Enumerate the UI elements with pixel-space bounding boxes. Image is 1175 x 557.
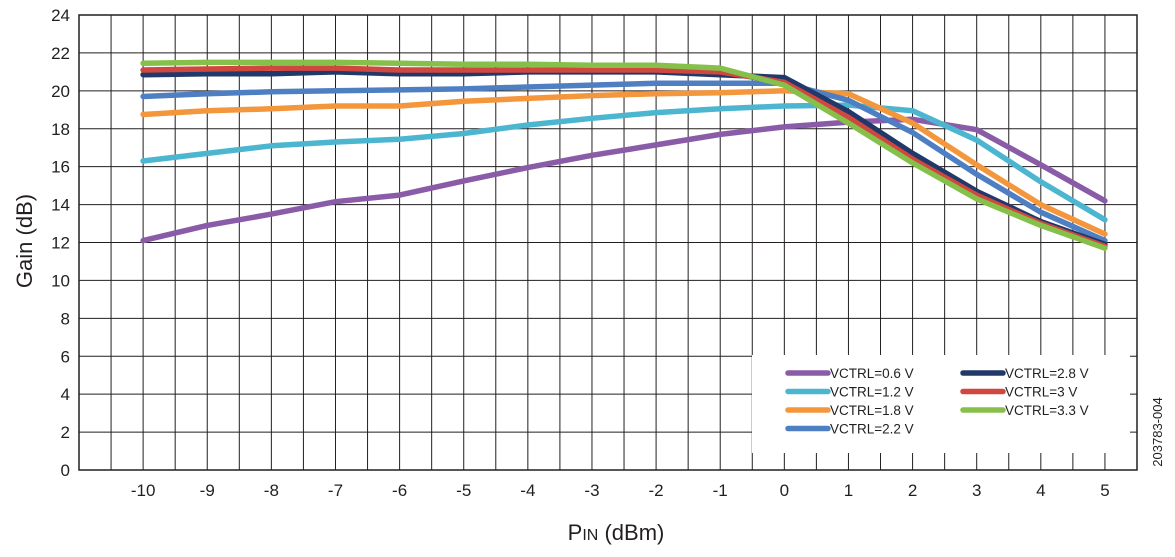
y-tick-label: 10 xyxy=(51,271,70,290)
series-line-6 xyxy=(140,59,1108,251)
x-tick-label: -7 xyxy=(328,481,343,500)
x-tick-label: 2 xyxy=(908,481,917,500)
x-tick-label: -4 xyxy=(520,481,535,500)
y-tick-label: 4 xyxy=(61,385,70,404)
x-tick-label: -1 xyxy=(713,481,728,500)
x-axis-title-unit: (dBm) xyxy=(598,520,664,545)
y-tick-label: 8 xyxy=(61,309,70,328)
y-tick-label: 16 xyxy=(51,158,70,177)
legend-label: VCTRL=3.3 V xyxy=(1005,403,1089,418)
y-tick-label: 24 xyxy=(51,6,70,25)
x-tick-label: 1 xyxy=(844,481,853,500)
y-tick-label: 18 xyxy=(51,120,70,139)
y-tick-label: 6 xyxy=(61,347,70,366)
x-tick-label: 4 xyxy=(1036,481,1045,500)
x-tick-label: -3 xyxy=(584,481,599,500)
y-tick-label: 0 xyxy=(61,461,70,480)
legend-label: VCTRL=1.8 V xyxy=(830,403,914,418)
x-tick-label: 3 xyxy=(972,481,981,500)
y-tick-label: 22 xyxy=(51,44,70,63)
legend-label: VCTRL=2.8 V xyxy=(1005,366,1089,381)
y-axis-title: Gain (dB) xyxy=(12,194,37,288)
x-tick-label: -5 xyxy=(456,481,471,500)
plot-frame xyxy=(78,14,1138,471)
x-axis-title-main: P xyxy=(568,520,583,545)
y-tick-label: 12 xyxy=(51,234,70,253)
chart-series-lines xyxy=(140,59,1108,251)
x-tick-label: -6 xyxy=(392,481,407,500)
legend-label: VCTRL=1.2 V xyxy=(830,385,914,400)
x-tick-label: 5 xyxy=(1100,481,1109,500)
series-line-1 xyxy=(140,102,1108,223)
figure-id: 203783-004 xyxy=(1150,397,1165,466)
x-axis-title: PIN (dBm) xyxy=(568,520,665,545)
x-tick-label: -2 xyxy=(649,481,664,500)
series-line-5 xyxy=(140,65,1108,250)
legend-label: VCTRL=0.6 V xyxy=(830,366,914,381)
x-tick-label: -10 xyxy=(131,481,156,500)
x-tick-label: -9 xyxy=(200,481,215,500)
legend-label: VCTRL=2.2 V xyxy=(830,422,914,437)
series-line-2 xyxy=(140,88,1108,237)
x-tick-label: 0 xyxy=(780,481,789,500)
y-tick-label: 20 xyxy=(51,82,70,101)
legend: VCTRL=0.6 V VCTRL=1.2 V VCTRL=1.8 V VCTRL=2… xyxy=(752,355,1130,453)
legend-label: VCTRL=3 V xyxy=(1005,385,1077,400)
y-tick-label: 2 xyxy=(61,423,70,442)
series-line-3 xyxy=(140,80,1108,244)
x-tick-labels: -10 -9 -8 -7 -6 -5 -4 -3 -2 -1 0 1 2 3 4 5 xyxy=(131,481,1110,500)
x-axis-title-sub: IN xyxy=(582,527,598,544)
x-tick-label: -8 xyxy=(264,481,279,500)
y-tick-label: 14 xyxy=(51,196,70,215)
